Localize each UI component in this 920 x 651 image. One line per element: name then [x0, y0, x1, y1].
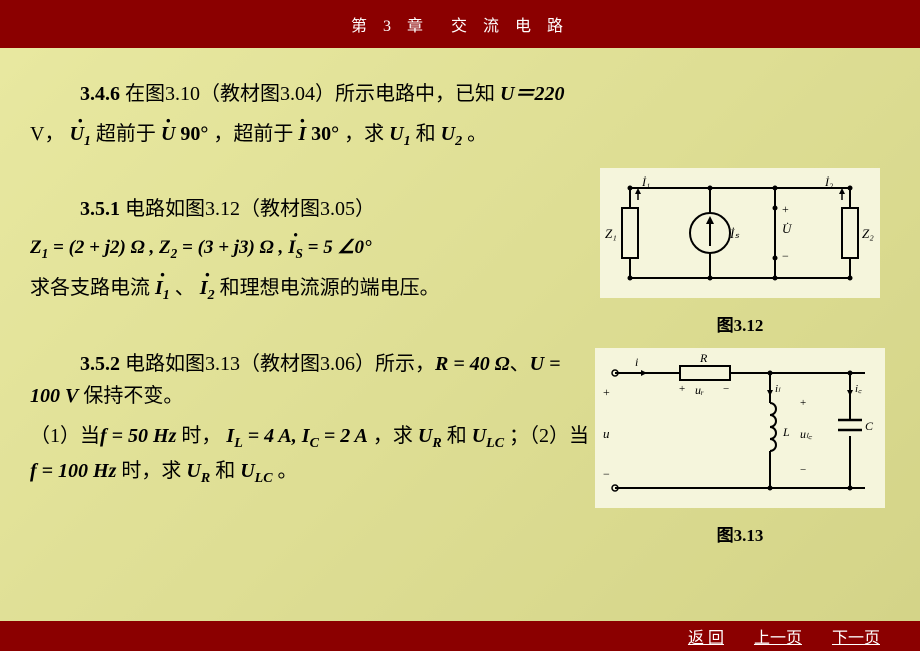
problem-number: 3.5.2 [80, 353, 120, 375]
svg-text:İ₁: İ₁ [641, 175, 650, 189]
eq-IL: = 4 A, [243, 425, 297, 447]
footer-links: 返 回 上一页 下一页 [688, 624, 880, 648]
text: 和理想电流源的端电压。 [220, 277, 440, 299]
var-U: U [161, 118, 175, 150]
footer-bar: 返 回 上一页 下一页 [0, 621, 920, 651]
header-bar: 第 3 章 交 流 电 路 [0, 0, 920, 48]
svg-text:−: − [782, 249, 789, 263]
svg-text:+: + [800, 397, 806, 409]
text: 、 [175, 277, 195, 299]
svg-text:−: − [800, 464, 806, 476]
text: V， [30, 123, 64, 145]
svg-text:U̇: U̇ [782, 221, 793, 236]
var-UR: UR [418, 425, 442, 447]
problem-number: 3.4.6 [80, 83, 120, 105]
problem-351-line2: 求各支路电流 I1 、 I2 和理想电流源的端电压。 [30, 272, 590, 307]
var-IL: IL [226, 425, 242, 447]
eq-f1: f = 50 Hz [100, 425, 176, 447]
equation-U: U＝220 [500, 83, 564, 105]
text: 时，求 [121, 460, 186, 482]
circuit-313-svg: + u − i R + uᵣ − L iₗ [595, 348, 885, 508]
var-Z1: Z1 [30, 237, 48, 258]
svg-text:+: + [679, 383, 685, 395]
svg-text:Z₁: Z₁ [605, 226, 617, 241]
var-I: I [298, 118, 306, 150]
link-prev[interactable]: 上一页 [754, 624, 802, 648]
svg-text:C: C [865, 419, 874, 433]
text: 和 [215, 460, 240, 482]
svg-text:İₛ: İₛ [729, 226, 739, 241]
angle-30: 30° [311, 123, 339, 145]
text: ；（2）当 [509, 425, 589, 447]
var-I1: I1 [155, 272, 170, 307]
page-content: 3.4.6 在图3.10（教材图3.04）所示电路中，已知 U＝220 V， U… [0, 48, 920, 621]
angle-90: 90° [180, 123, 208, 145]
svg-text:uₗ꜀: uₗ꜀ [800, 427, 813, 441]
text: 和 [416, 123, 441, 145]
problem-346: 3.4.6 在图3.10（教材图3.04）所示电路中，已知 U＝220 [30, 78, 890, 110]
eq-Z2: = (3 + j3) Ω , [177, 237, 283, 258]
text: 时， [176, 425, 221, 447]
link-next[interactable]: 下一页 [832, 624, 880, 648]
var-Is: IS [288, 233, 303, 264]
var-U2: U2 [441, 123, 462, 145]
text: （1）当 [30, 425, 100, 447]
text: 电路如图3.12（教材图3.05） [125, 198, 375, 220]
var-IC: IC [302, 425, 319, 447]
problem-number: 3.5.1 [80, 198, 120, 220]
svg-text:+: + [603, 385, 610, 399]
text: ，求 [344, 123, 389, 145]
circuit-312-svg: Z₁ Z₂ İₛ + U̇ − [600, 168, 880, 298]
figure-312-label: 图3.12 [600, 312, 880, 339]
var-ULC2: ULC [240, 460, 272, 482]
text: 和 [447, 425, 472, 447]
svg-text:u: u [603, 426, 610, 441]
var-ULC: ULC [472, 425, 504, 447]
problem-352: 3.5.2 电路如图3.13（教材图3.06）所示，R = 40 Ω、U = 1… [30, 348, 590, 412]
var-Z2: Z2 [159, 237, 177, 258]
problem-351: 3.5.1 电路如图3.12（教材图3.05） [30, 193, 590, 225]
var-I2: I2 [200, 272, 215, 307]
formula-351: Z1 = (2 + j2) Ω , Z2 = (3 + j3) Ω , IS =… [30, 233, 590, 264]
figure-313-label: 图3.13 [595, 522, 885, 549]
text: 超前于 [96, 123, 161, 145]
svg-text:Z₂: Z₂ [862, 226, 874, 241]
text: 、 [510, 353, 530, 375]
var-U1: U1 [69, 118, 90, 153]
svg-text:−: − [603, 467, 610, 481]
svg-text:R: R [699, 351, 708, 365]
text: 保持不变。 [78, 385, 183, 407]
text: 。 [278, 460, 298, 482]
link-return[interactable]: 返 回 [688, 624, 724, 648]
text: ，求 [373, 425, 418, 447]
eq-IC: = 2 A [319, 425, 368, 447]
eq-R: R = 40 Ω [435, 353, 510, 375]
svg-text:+: + [782, 202, 789, 216]
svg-text:uᵣ: uᵣ [695, 383, 704, 397]
svg-text:−: − [723, 383, 729, 395]
eq-Is: = 5 ∠0° [303, 237, 372, 258]
problem-346-line2: V， U1 超前于 U 90° ，超前于 I 30° ，求 U1 和 U2 。 [30, 118, 890, 153]
svg-text:i꜀: i꜀ [855, 383, 862, 395]
chapter-title: 第 3 章 交 流 电 路 [351, 12, 569, 36]
text: 在图3.10（教材图3.04）所示电路中，已知 [125, 83, 500, 105]
figure-313: + u − i R + uᵣ − L iₗ [595, 348, 885, 549]
var-U1b: U1 [389, 123, 410, 145]
text: 。 [467, 123, 487, 145]
var-UR2: UR [186, 460, 210, 482]
figure-312: Z₁ Z₂ İₛ + U̇ − [600, 168, 880, 339]
text: ，超前于 [213, 123, 298, 145]
svg-text:i: i [635, 355, 638, 369]
problem-352-line2: （1）当f = 50 Hz 时， IL = 4 A, IC = 2 A ，求 U… [30, 420, 590, 491]
text: 电路如图3.13（教材图3.06）所示， [125, 353, 435, 375]
svg-text:L: L [782, 425, 790, 439]
eq-f2: f = 100 Hz [30, 460, 116, 482]
eq-Z1: = (2 + j2) Ω , [48, 237, 154, 258]
svg-text:İ₂: İ₂ [824, 175, 833, 189]
text: 求各支路电流 [30, 277, 155, 299]
